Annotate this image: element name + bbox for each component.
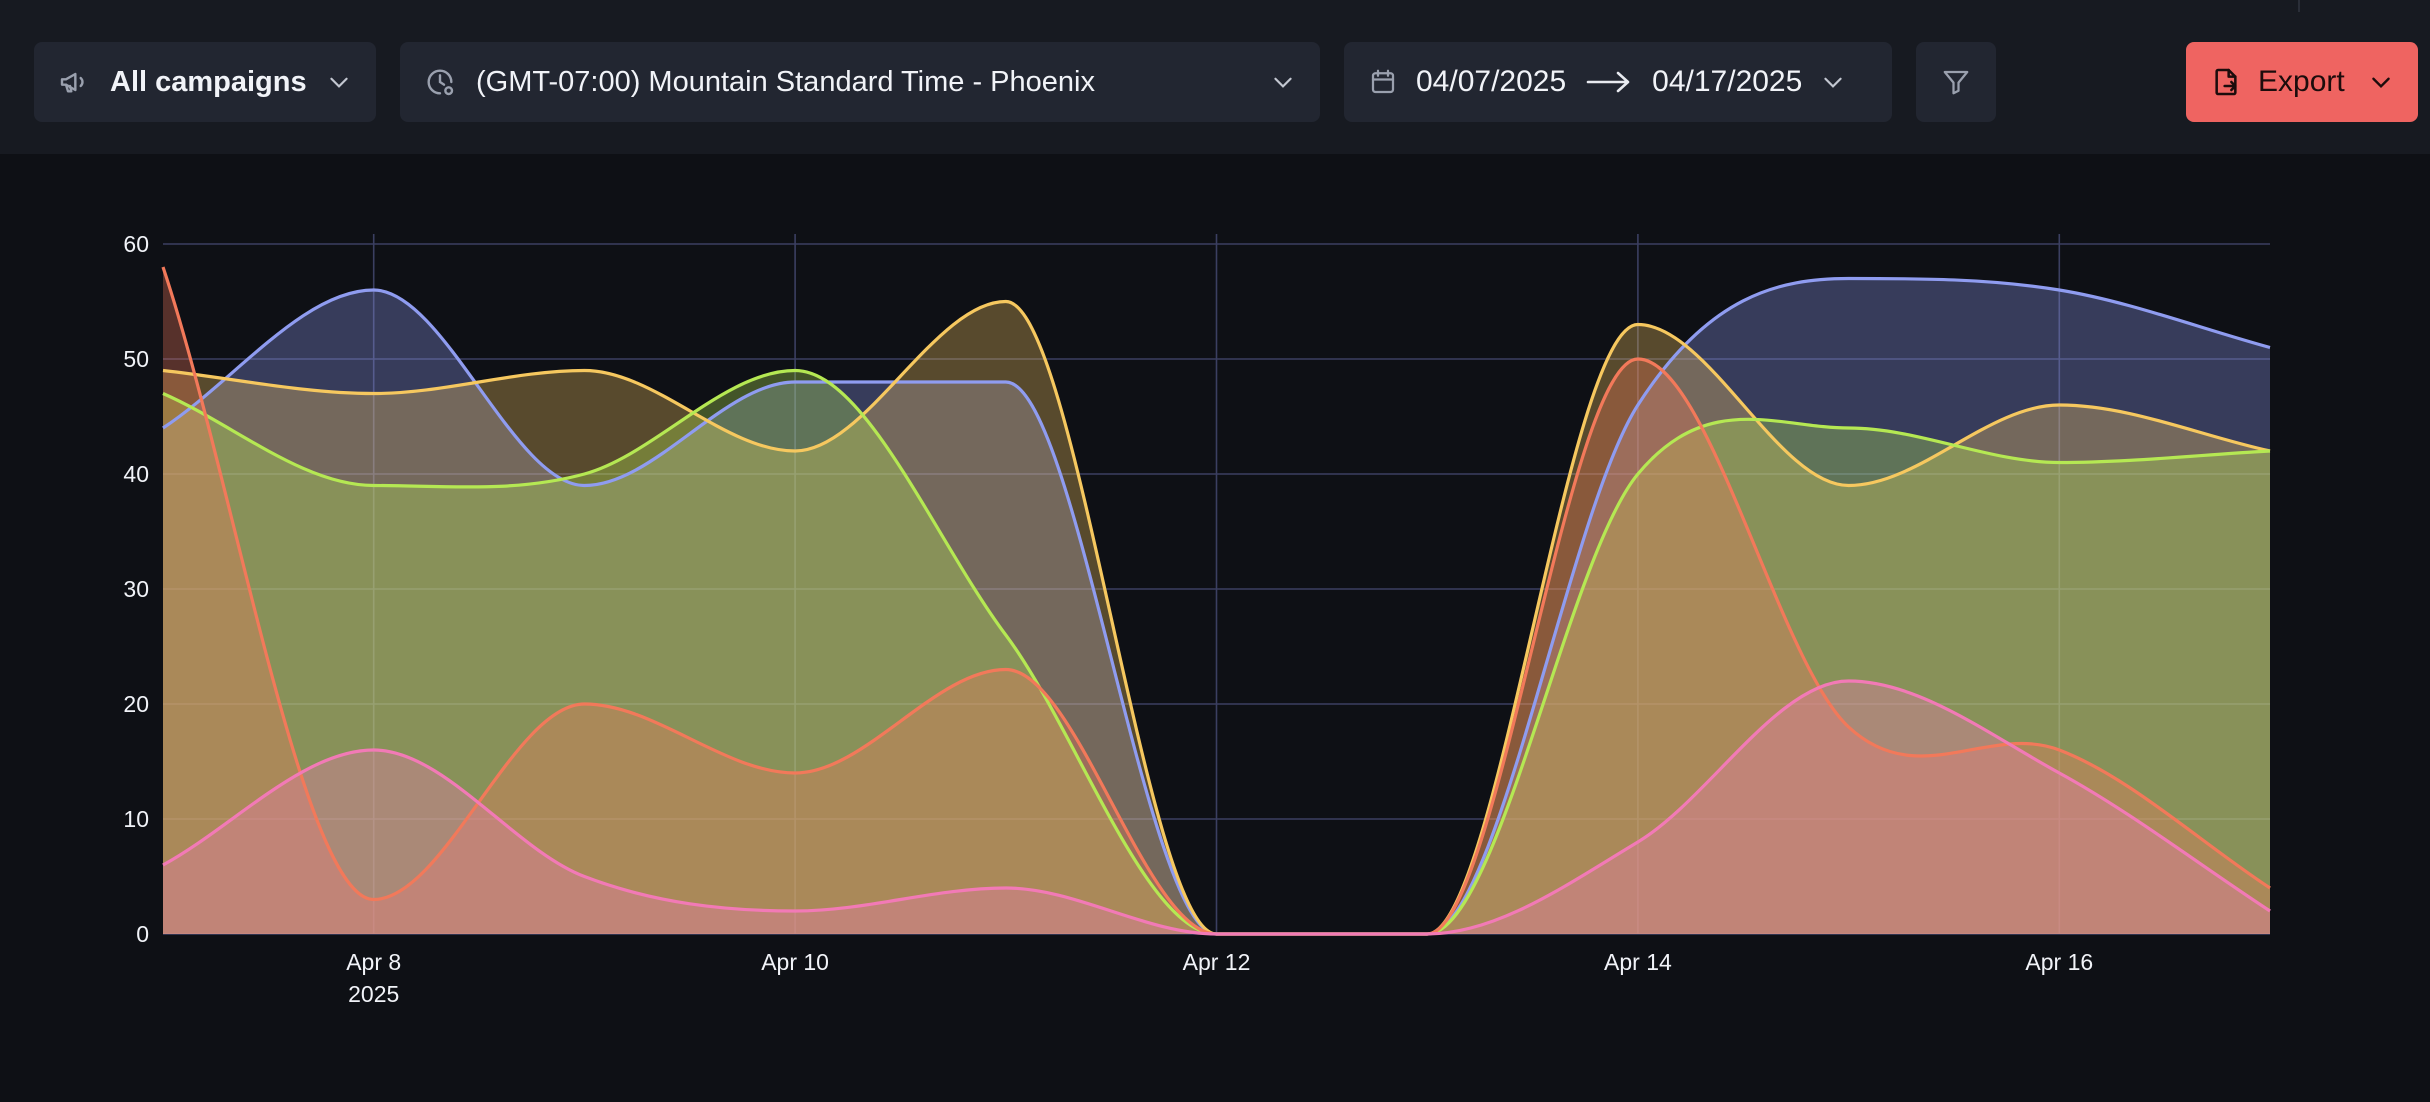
- area-chart: 0 10 20 30 40 50 60 Apr 8 2025 Apr 10 Apr 12 Apr 14…: [123, 231, 2271, 1007]
- y-tick-label: 0: [136, 921, 149, 947]
- y-tick-label: 10: [123, 806, 149, 832]
- y-tick-label: 30: [123, 576, 149, 602]
- y-tick-label: 50: [123, 346, 149, 372]
- chevron-down-icon: [1824, 77, 1842, 88]
- chevron-down-icon: [330, 77, 348, 88]
- filter-icon: [1943, 70, 1969, 95]
- x-tick-label: Apr 14: [1604, 949, 1672, 975]
- timezone-select[interactable]: (GMT-07:00) Mountain Standard Time - Pho…: [400, 42, 1320, 122]
- series-area-5: [163, 681, 2270, 934]
- chevron-down-icon: [1274, 77, 1292, 88]
- export-button[interactable]: Export: [2186, 42, 2418, 122]
- date-start: 04/07/2025: [1416, 65, 1567, 98]
- campaign-select[interactable]: All campaigns: [34, 42, 376, 122]
- chevron-down-icon: [2372, 77, 2390, 89]
- x-tick-label: Apr 8: [346, 949, 401, 975]
- series-area-4: [163, 267, 2270, 934]
- series-area-1: [163, 278, 2270, 934]
- clock-icon: [427, 69, 454, 96]
- export-button-label: Export: [2258, 65, 2345, 98]
- date-range-picker[interactable]: 04/07/2025 04/17/2025: [1344, 42, 1892, 122]
- y-tick-label: 40: [123, 461, 149, 487]
- filter-button[interactable]: [1916, 42, 1996, 122]
- file-export-icon: [2215, 68, 2237, 96]
- y-tick-label: 20: [123, 691, 149, 717]
- series-area-2: [163, 301, 2270, 934]
- x-tick-label: Apr 10: [761, 949, 829, 975]
- date-end: 04/17/2025: [1652, 65, 1803, 98]
- y-tick-label: 60: [123, 231, 149, 257]
- arrow-right-icon: [1586, 71, 1630, 93]
- x-tick-label: Apr 16: [2025, 949, 2093, 975]
- campaign-select-label: All campaigns: [110, 65, 307, 98]
- calendar-icon: [1371, 69, 1395, 94]
- megaphone-icon: [60, 72, 84, 93]
- toolbar: All campaigns (GMT-07:00) Mountain Stand…: [0, 0, 2430, 154]
- x-tick-sublabel: 2025: [348, 981, 399, 1007]
- toolbar-divider: [2298, 0, 2300, 12]
- series-area-3: [163, 370, 2270, 934]
- timezone-select-label: (GMT-07:00) Mountain Standard Time - Pho…: [476, 65, 1095, 98]
- x-tick-label: Apr 12: [1183, 949, 1251, 975]
- series-line-5[interactable]: [162, 679, 2271, 936]
